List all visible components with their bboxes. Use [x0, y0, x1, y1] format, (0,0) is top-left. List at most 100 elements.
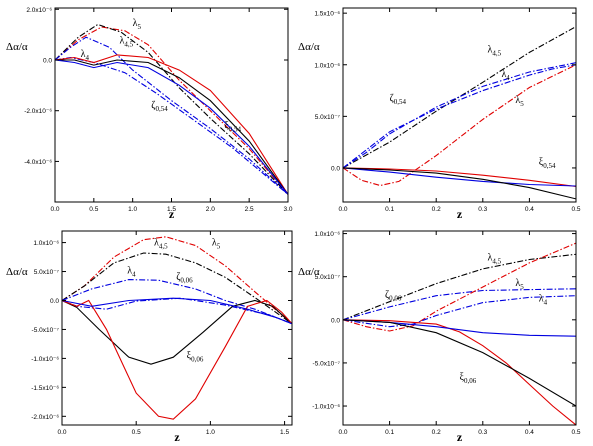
y-axis-label: Δα/α — [298, 266, 320, 278]
y-tick-label: -5.0x10⁻⁷ — [313, 360, 341, 367]
annotation-subscript: 5 — [138, 23, 142, 31]
annotation-subscript: 4 — [544, 299, 548, 307]
x-tick-label: 0.0 — [338, 206, 347, 213]
curve-annotation: λ4 — [127, 265, 136, 278]
x-tick-label: 1.5 — [167, 206, 176, 213]
series-group — [343, 242, 576, 425]
x-tick-label: 0.3 — [478, 206, 487, 213]
x-tick-label: 0.2 — [432, 206, 441, 213]
y-axis-label: Δα/α — [6, 41, 28, 53]
series-line-5 — [55, 59, 288, 195]
plot-frame — [342, 230, 577, 426]
series-line-0 — [343, 253, 576, 321]
annotation-subscript: 5 — [217, 242, 221, 250]
x-axis-label: z — [169, 207, 175, 221]
annotation-symbol: λ — [487, 44, 492, 55]
y-tick-label: 5.0x10⁻⁷ — [315, 114, 341, 121]
annotation-subscript: 4 — [85, 54, 89, 62]
curve-annotation: λ4,5 — [154, 237, 168, 250]
x-axis-label: z — [174, 430, 180, 444]
x-tick-label: 0.4 — [525, 206, 534, 213]
x-tick-label: 0.5 — [571, 206, 580, 213]
x-tick-label: 0.5 — [89, 206, 98, 213]
series-line-3 — [343, 295, 576, 328]
series-line-6 — [62, 297, 292, 325]
curve-annotation: ξ0,06 — [460, 372, 477, 385]
x-tick-label: 0.0 — [338, 429, 347, 436]
series-line-1 — [343, 64, 576, 169]
curve-annotation: λ4,5 — [487, 44, 501, 57]
annotation-symbol: λ — [501, 69, 506, 80]
series-line-4 — [343, 167, 576, 188]
x-axis-label: z — [457, 207, 463, 221]
plot-frame — [54, 7, 289, 203]
panel-top-left: 0.0 0.5 1.0 1.5 2.0 2.5 3.0 -4.0x10⁻⁶ -2.0x10⁻⁶ 0… — [6, 7, 293, 221]
series-line-1 — [55, 23, 288, 195]
annotation-symbol: ξ — [224, 120, 229, 131]
annotation-symbol: ζ — [176, 272, 180, 283]
y-tick-label: 0.0 — [331, 317, 340, 324]
annotation-symbol: λ — [119, 36, 124, 47]
curve-annotation: λ5 — [515, 95, 524, 108]
x-tick-label: 1.5 — [280, 429, 289, 436]
curve-annotation: ξ0,54 — [539, 157, 556, 170]
y-tick-label: 1.0x10⁻⁶ — [33, 240, 59, 247]
curve-annotation: λ5 — [515, 278, 524, 291]
y-tick-label: 0.0 — [331, 165, 340, 172]
annotation-symbol: ξ — [187, 350, 192, 361]
series-line-2 — [343, 62, 576, 169]
annotation-symbol: λ — [515, 278, 520, 289]
y-tick-label: -1.0x10⁻⁶ — [312, 404, 340, 411]
curve-annotation: ζ0,06 — [176, 272, 193, 285]
annotation-subscript: 0,54 — [155, 105, 168, 113]
x-axis-label: z — [457, 430, 463, 444]
x-tick-label: 0.4 — [525, 429, 534, 436]
annotation-symbol: λ — [515, 95, 520, 106]
curve-annotation: λ4 — [539, 294, 548, 307]
y-tick-label: -1.5x10⁻⁶ — [31, 385, 59, 392]
curve-annotation: ζ0,54 — [151, 100, 168, 113]
curve-annotation: λ4,5 — [119, 36, 133, 49]
series-group — [55, 23, 288, 195]
panel-top-right: 0.0 0.1 0.2 0.3 0.4 0.5 0.0 5.0x10⁻⁷ 1.0x10⁻⁶ 1.5… — [298, 7, 581, 221]
series-line-6 — [343, 167, 576, 200]
series-line-1 — [343, 288, 576, 321]
x-tick-label: 0.3 — [478, 429, 487, 436]
annotation-subscript: 4,5 — [124, 41, 133, 49]
series-line-2 — [62, 279, 292, 325]
series-line-3 — [62, 297, 292, 325]
series-group — [343, 26, 576, 200]
annotation-subscript: 4 — [132, 270, 136, 278]
y-tick-label: 1.5x10⁻⁶ — [314, 11, 340, 18]
x-tick-label: 2.0 — [206, 206, 215, 213]
annotation-symbol: ζ — [151, 100, 155, 111]
series-line-3 — [55, 56, 288, 195]
series-line-4 — [55, 54, 288, 195]
series-line-0 — [343, 26, 576, 169]
curve-annotation: ζ0,54 — [390, 93, 407, 106]
annotation-subscript: 0,06 — [389, 294, 402, 302]
annotation-subscript: 0,54 — [229, 125, 242, 133]
series-line-6 — [343, 319, 576, 407]
x-tick-label: 1.0 — [206, 429, 215, 436]
panel-bottom-right: 0.0 0.1 0.2 0.3 0.4 0.5 -1.0x10⁻⁶ -5.0x10⁻⁷ 0.0 5… — [298, 230, 581, 444]
y-tick-label: 1.0x10⁻⁶ — [314, 62, 340, 69]
panel-bottom-left: 0.0 0.5 1.0 1.5 -2.0x10⁻⁶ -1.5x10⁻⁶ -1.0x10⁻⁶ -… — [6, 230, 293, 444]
annotation-symbol: λ — [487, 252, 492, 263]
curve-annotation: ξ0,06 — [187, 350, 204, 363]
plot-frame — [61, 230, 293, 426]
y-axis-label: Δα/α — [298, 41, 320, 53]
annotation-subscript: 0,06 — [180, 277, 193, 285]
annotation-subscript: 4 — [506, 74, 510, 82]
annotation-subscript: 0,06 — [464, 377, 477, 385]
annotation-subscript: 0,54 — [394, 98, 407, 106]
y-tick-label: 2.0x10⁻⁶ — [26, 7, 52, 14]
y-tick-label: 5.0x10⁻⁷ — [315, 274, 341, 281]
y-tick-label: 0.0 — [43, 57, 52, 64]
x-tick-label: 0.0 — [50, 206, 59, 213]
x-tick-label: 2.5 — [245, 206, 254, 213]
annotation-symbol: ζ — [385, 289, 389, 300]
series-line-5 — [62, 299, 292, 420]
annotation-symbol: λ — [212, 237, 217, 248]
